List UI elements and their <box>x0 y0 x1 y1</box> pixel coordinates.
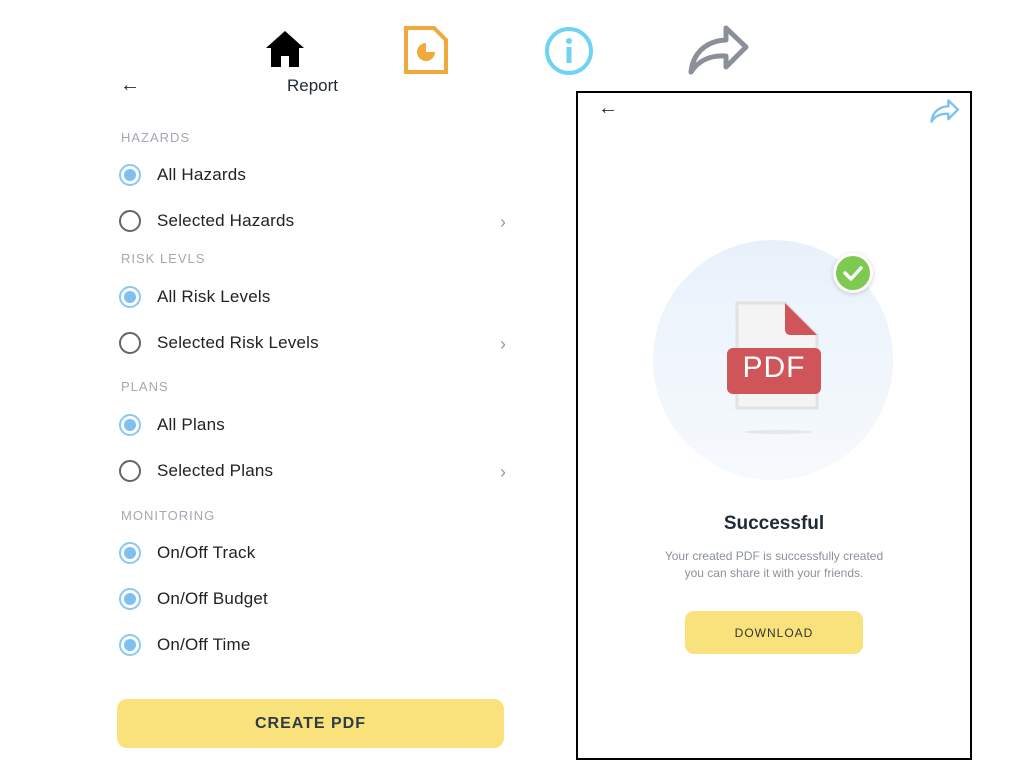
radio-button[interactable] <box>119 634 141 656</box>
radio-option[interactable]: All Hazards <box>118 160 508 190</box>
radio-option[interactable]: On/Off Budget <box>118 584 508 614</box>
page-title: Report <box>287 76 339 95</box>
share-icon[interactable] <box>930 99 960 123</box>
radio-button[interactable] <box>119 286 141 308</box>
radio-option[interactable]: Selected Risk Levels › <box>118 328 508 358</box>
radio-button[interactable] <box>119 164 141 186</box>
success-line-2: you can share it with your friends. <box>684 566 864 580</box>
radio-option[interactable]: All Plans <box>118 410 508 440</box>
radio-option[interactable]: On/Off Track <box>118 538 508 568</box>
radio-button[interactable] <box>119 210 141 232</box>
success-title: Successful <box>723 513 825 534</box>
option-label: All Plans <box>157 415 225 434</box>
radio-button[interactable] <box>119 460 141 482</box>
pdf-badge-text: PDF <box>742 351 806 384</box>
radio-option[interactable]: Selected Hazards › <box>118 206 508 236</box>
success-check-icon <box>833 253 873 293</box>
section-header: HAZARDS <box>121 130 191 145</box>
radio-option[interactable]: All Risk Levels <box>118 282 508 312</box>
home-icon[interactable] <box>264 28 306 70</box>
section-header: RISK LEVLS <box>121 251 206 266</box>
radio-button[interactable] <box>119 414 141 436</box>
section-header: MONITORING <box>121 508 216 523</box>
create-pdf-button[interactable]: CREATE PDF <box>117 699 504 748</box>
option-label: On/Off Track <box>157 543 256 562</box>
option-label: All Hazards <box>157 165 247 184</box>
radio-option[interactable]: On/Off Time <box>118 630 508 660</box>
download-button[interactable]: DOWNLOAD <box>685 611 863 654</box>
report-file-icon[interactable] <box>402 25 450 75</box>
option-label: Selected Plans <box>157 461 274 480</box>
success-screen: ← PDF Successful Your created PDF is suc… <box>576 91 972 760</box>
radio-button[interactable] <box>119 588 141 610</box>
chevron-right-icon[interactable]: › <box>500 212 506 232</box>
option-label: On/Off Time <box>157 635 251 654</box>
option-label: Selected Hazards <box>157 211 295 230</box>
back-button[interactable]: ← <box>120 74 140 96</box>
pdf-file-icon <box>727 301 821 434</box>
back-button[interactable]: ← <box>598 97 618 119</box>
info-icon[interactable] <box>543 25 595 77</box>
success-line-1: Your created PDF is successfully created <box>664 549 884 563</box>
chevron-right-icon[interactable]: › <box>500 334 506 354</box>
radio-button[interactable] <box>119 332 141 354</box>
section-header: PLANS <box>121 379 169 394</box>
chevron-right-icon[interactable]: › <box>500 462 506 482</box>
option-label: On/Off Budget <box>157 589 268 608</box>
option-label: Selected Risk Levels <box>157 333 319 352</box>
option-label: All Risk Levels <box>157 287 271 306</box>
radio-option[interactable]: Selected Plans › <box>118 456 508 486</box>
share-icon[interactable] <box>688 25 750 75</box>
radio-button[interactable] <box>119 542 141 564</box>
